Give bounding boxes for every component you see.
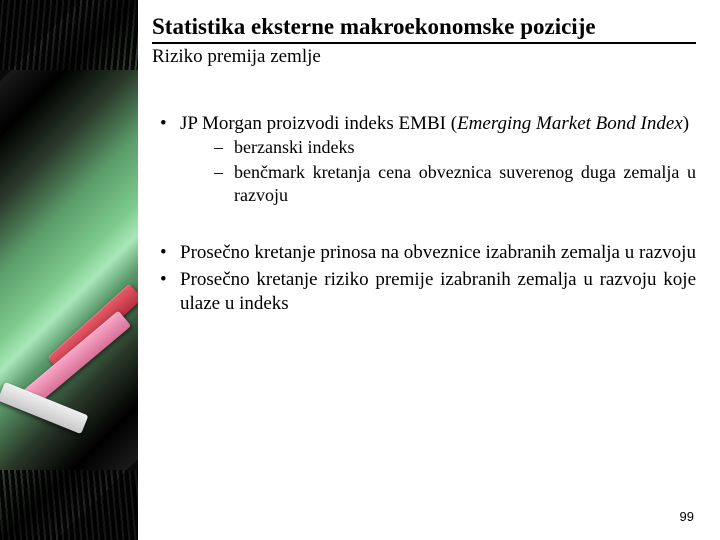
slide-content: Statistika eksterne makroekonomske pozic… (140, 0, 720, 540)
bullet-text: JP Morgan proizvodi indeks EMBI ( (180, 113, 457, 134)
decorative-left-band (0, 0, 138, 540)
sub-bullet-item: berzanski indeks (180, 136, 696, 159)
bullet-text: Prosečno kretanje prinosa na obveznice i… (180, 242, 696, 263)
sub-bullet-text: berzanski indeks (234, 137, 354, 157)
bullet-text: ) (683, 113, 689, 134)
bullet-item: Prosečno kretanje prinosa na obveznice i… (152, 241, 696, 265)
sub-bullet-text: benčmark kretanja cena obveznica suveren… (234, 162, 696, 205)
bullet-item: JP Morgan proizvodi indeks EMBI (Emergin… (152, 112, 696, 207)
bullet-item: Prosečno kretanje riziko premije izabran… (152, 268, 696, 317)
page-number: 99 (680, 509, 694, 524)
slide-title: Statistika eksterne makroekonomske pozic… (152, 14, 696, 44)
bullet-group-1: JP Morgan proizvodi indeks EMBI (Emergin… (152, 112, 696, 207)
sub-bullet-list: berzanski indeks benčmark kretanja cena … (180, 136, 696, 207)
bullet-text-italic: Emerging Market Bond Index (457, 113, 683, 134)
bullet-group-2: Prosečno kretanje prinosa na obveznice i… (152, 241, 696, 316)
sub-bullet-item: benčmark kretanja cena obveznica suveren… (180, 161, 696, 207)
slide-subtitle: Riziko premija zemlje (152, 46, 696, 68)
bullet-text: Prosečno kretanje riziko premije izabran… (180, 269, 696, 314)
